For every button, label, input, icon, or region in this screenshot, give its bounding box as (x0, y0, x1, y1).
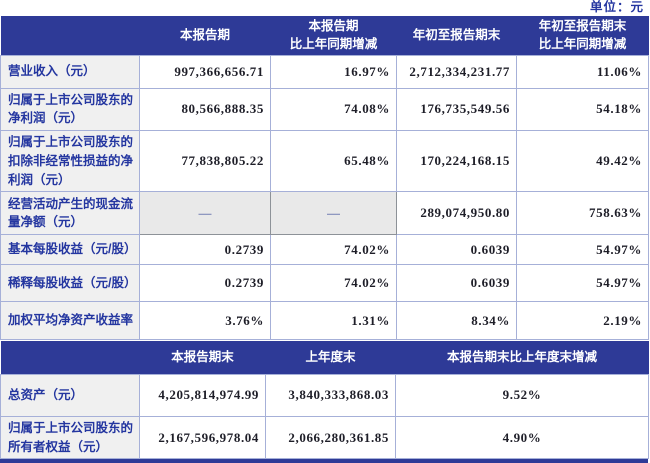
table-row: 归属于上市公司股东的所有者权益（元） 2,167,596,978.04 2,06… (0, 415, 649, 460)
table1-header-ytd-change: 年初至报告期末 比上年同期增减 (516, 16, 649, 55)
row-label: 归属于上市公司股东的所有者权益（元） (0, 415, 140, 460)
table-row: 营业收入（元） 997,366,656.71 16.97% 2,712,334,… (0, 54, 649, 89)
cell-value: 80,566,888.35 (139, 87, 271, 131)
row-label: 归属于上市公司股东的净利润（元） (0, 87, 140, 131)
quarterly-results-table: 本报告期 本报告期 比上年同期增减 年初至报告期末 年初至报告期末 比上年同期增… (0, 16, 649, 341)
cell-value: 4,205,814,974.99 (139, 373, 266, 417)
cell-value: 49.42% (516, 129, 649, 193)
row-label: 总资产（元） (0, 373, 140, 417)
table-row: 归属于上市公司股东的净利润（元） 80,566,888.35 74.08% 17… (0, 87, 649, 131)
cell-value: 11.06% (516, 54, 649, 89)
table1-header-row: 本报告期 本报告期 比上年同期增减 年初至报告期末 年初至报告期末 比上年同期增… (0, 16, 649, 55)
cell-value: 4.90% (395, 415, 649, 460)
cell-value: 2,167,596,978.04 (139, 415, 266, 460)
row-label: 稀释每股收益（元/股） (0, 264, 140, 303)
table-row: 基本每股收益（元/股） 0.2739 74.02% 0.6039 54.97% (0, 234, 649, 266)
row-label: 基本每股收益（元/股） (0, 234, 140, 266)
cell-value: 1.31% (270, 301, 397, 341)
table2-header-row: 本报告期末 上年度末 本报告期末比上年度末增减 (0, 341, 649, 375)
cell-value: 0.6039 (396, 234, 517, 266)
cell-value: 16.97% (270, 54, 397, 89)
cell-value: 8.34% (396, 301, 517, 341)
row-label: 归属于上市公司股东的扣除非经常性损益的净利润（元） (0, 129, 140, 193)
row-label: 经营活动产生的现金流量净额（元） (0, 191, 140, 236)
cell-value: 2,712,334,231.77 (396, 54, 517, 89)
table2-header-period-end: 本报告期末 (139, 341, 266, 375)
table-row: 总资产（元） 4,205,814,974.99 3,840,333,868.03… (0, 373, 649, 417)
table-row: 稀释每股收益（元/股） 0.2739 74.02% 0.6039 54.97% (0, 264, 649, 303)
cell-dash: — (139, 191, 271, 236)
cell-value: 2,066,280,361.85 (265, 415, 396, 460)
cell-value: 170,224,168.15 (396, 129, 517, 193)
table1-header-empty-cell (0, 16, 140, 55)
row-label: 营业收入（元） (0, 54, 140, 89)
cell-value: 74.02% (270, 264, 397, 303)
cell-value: 3,840,333,868.03 (265, 373, 396, 417)
balance-sheet-summary-table: 本报告期末 上年度末 本报告期末比上年度末增减 总资产（元） 4,205,814… (0, 341, 649, 460)
cell-value: 176,735,549.56 (396, 87, 517, 131)
cell-dash: — (270, 191, 397, 236)
cell-value: 0.2739 (139, 234, 271, 266)
cell-value: 74.08% (270, 87, 397, 131)
table1-header-current-period-change: 本报告期 比上年同期增减 (270, 16, 397, 55)
cell-value: 758.63% (516, 191, 649, 236)
cell-value: 9.52% (395, 373, 649, 417)
cell-value: 54.18% (516, 87, 649, 131)
row-label: 加权平均净资产收益率 (0, 301, 140, 341)
cell-value: 997,366,656.71 (139, 54, 271, 89)
table-bottom-border (0, 459, 648, 463)
table-row: 加权平均净资产收益率 3.76% 1.31% 8.34% 2.19% (0, 301, 649, 341)
table2-header-prior-year-end: 上年度末 (265, 341, 396, 375)
cell-value: 3.76% (139, 301, 271, 341)
cell-value: 2.19% (516, 301, 649, 341)
table-row: 归属于上市公司股东的扣除非经常性损益的净利润（元） 77,838,805.22 … (0, 129, 649, 193)
cell-value: 0.6039 (396, 264, 517, 303)
cell-value: 54.97% (516, 234, 649, 266)
table-row: 经营活动产生的现金流量净额（元） — — 289,074,950.80 758.… (0, 191, 649, 236)
cell-value: 74.02% (270, 234, 397, 266)
cell-value: 54.97% (516, 264, 649, 303)
cell-value: 77,838,805.22 (139, 129, 271, 193)
table2-header-empty-cell (0, 341, 140, 375)
cell-value: 65.48% (270, 129, 397, 193)
cell-value: 289,074,950.80 (396, 191, 517, 236)
table1-header-current-period: 本报告期 (139, 16, 271, 55)
table1-header-ytd: 年初至报告期末 (396, 16, 517, 55)
cell-value: 0.2739 (139, 264, 271, 303)
unit-note: 单位：元 (589, 0, 644, 14)
table2-header-change: 本报告期末比上年度末增减 (395, 341, 649, 375)
